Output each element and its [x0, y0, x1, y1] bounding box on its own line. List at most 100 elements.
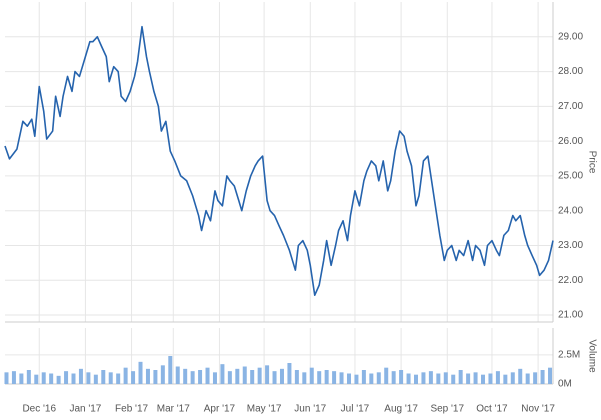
volume-bar [168, 356, 173, 384]
y-axis-title: Volume [586, 339, 597, 373]
volume-bar [198, 370, 203, 384]
volume-bar [488, 373, 493, 384]
volume-bar [495, 371, 500, 384]
volume-bar [533, 372, 538, 384]
volume-bar [279, 368, 284, 384]
x-tick-label: Nov '17 [521, 404, 555, 415]
volume-bar [145, 368, 150, 384]
volume-bar [108, 372, 113, 384]
volume-bar [481, 374, 486, 384]
volume-bar [376, 372, 381, 384]
x-tick-label: Aug '17 [384, 404, 418, 415]
x-tick-label: Jan '17 [69, 404, 101, 415]
volume-bar [153, 370, 158, 384]
x-tick-label: Sep '17 [430, 404, 464, 415]
volume-bar [220, 364, 225, 384]
volume-bar [160, 365, 165, 384]
volume-bar [361, 370, 366, 384]
volume-bar [34, 374, 39, 384]
price-line [4, 25, 554, 297]
y-tick-label: 27.00 [558, 101, 583, 112]
volume-bar [257, 367, 262, 384]
volume-bar [518, 368, 523, 384]
y-tick-label: 22.00 [558, 275, 583, 286]
y-tick-label: 29.00 [558, 31, 583, 42]
volume-bar [138, 361, 143, 384]
volume-bar [101, 370, 106, 384]
volume-bar [56, 375, 61, 384]
volume-bar [71, 373, 76, 384]
volume-bar [4, 372, 9, 384]
volume-bar [466, 373, 471, 384]
x-tick-label: Apr '17 [204, 404, 236, 415]
volume-bar [346, 373, 351, 384]
volume-bar [406, 373, 411, 384]
volume-bar [451, 374, 456, 384]
volume-bar [421, 372, 426, 384]
volume-bar [11, 371, 16, 384]
volume-bar [458, 370, 463, 384]
x-tick-label: Oct '17 [476, 404, 508, 415]
y-tick-label: 0M [558, 379, 572, 390]
volume-bar [116, 373, 121, 384]
volume-bar [540, 370, 545, 384]
y-tick-label: 2.5M [558, 349, 580, 360]
x-tick-label: Jul '17 [341, 404, 370, 415]
volume-bar [93, 374, 98, 384]
y-tick-label: 26.00 [558, 136, 583, 147]
volume-bar [183, 368, 188, 384]
y-tick-label: 23.00 [558, 240, 583, 251]
volume-bar [399, 370, 404, 384]
y-tick-label: 28.00 [558, 66, 583, 77]
volume-bar [369, 373, 374, 384]
volume-bar [19, 373, 24, 384]
volume-bar [428, 371, 433, 384]
volume-bar [339, 372, 344, 384]
volume-bar [354, 374, 359, 384]
volume-bar [287, 363, 292, 384]
x-tick-label: May '17 [247, 404, 282, 415]
volume-bar [317, 371, 322, 384]
volume-bar [131, 371, 136, 384]
volume-bar [272, 371, 277, 384]
volume-bar [78, 368, 83, 384]
volume-bar [436, 373, 441, 384]
volume-bar [265, 365, 270, 384]
volume-bar [212, 372, 217, 384]
volume-bar [26, 370, 31, 384]
x-tick-label: Feb '17 [115, 404, 148, 415]
volume-bar [473, 372, 478, 384]
volume-bar [510, 372, 515, 384]
volume-bar [250, 370, 255, 384]
volume-bar [302, 372, 307, 384]
volume-bar [227, 371, 232, 384]
volume-bar [235, 368, 240, 384]
volume-bar [242, 366, 247, 384]
y-tick-label: 21.00 [558, 310, 583, 321]
volume-bar [548, 367, 553, 384]
volume-bar [86, 372, 91, 384]
y-tick-label: 24.00 [558, 205, 583, 216]
y-tick-label: 25.00 [558, 171, 583, 182]
volume-bar [324, 370, 329, 384]
volume-bar [414, 374, 418, 384]
volume-bar [332, 371, 337, 384]
volume-bar [443, 372, 448, 384]
volume-bar [384, 367, 389, 384]
volume-bar [391, 371, 396, 384]
x-tick-label: Mar '17 [157, 404, 190, 415]
x-tick-label: Jun '17 [294, 404, 326, 415]
volume-bar [525, 373, 530, 384]
volume-bar [294, 370, 299, 384]
volume-bar [205, 367, 210, 384]
volume-bar [503, 374, 508, 384]
volume-bar [175, 366, 180, 384]
volume-bar [64, 371, 69, 384]
x-tick-label: Dec '16 [22, 404, 56, 415]
volume-bar [49, 373, 54, 384]
volume-bar [309, 367, 314, 384]
volume-bar [190, 371, 195, 384]
volume-bar [123, 367, 128, 384]
